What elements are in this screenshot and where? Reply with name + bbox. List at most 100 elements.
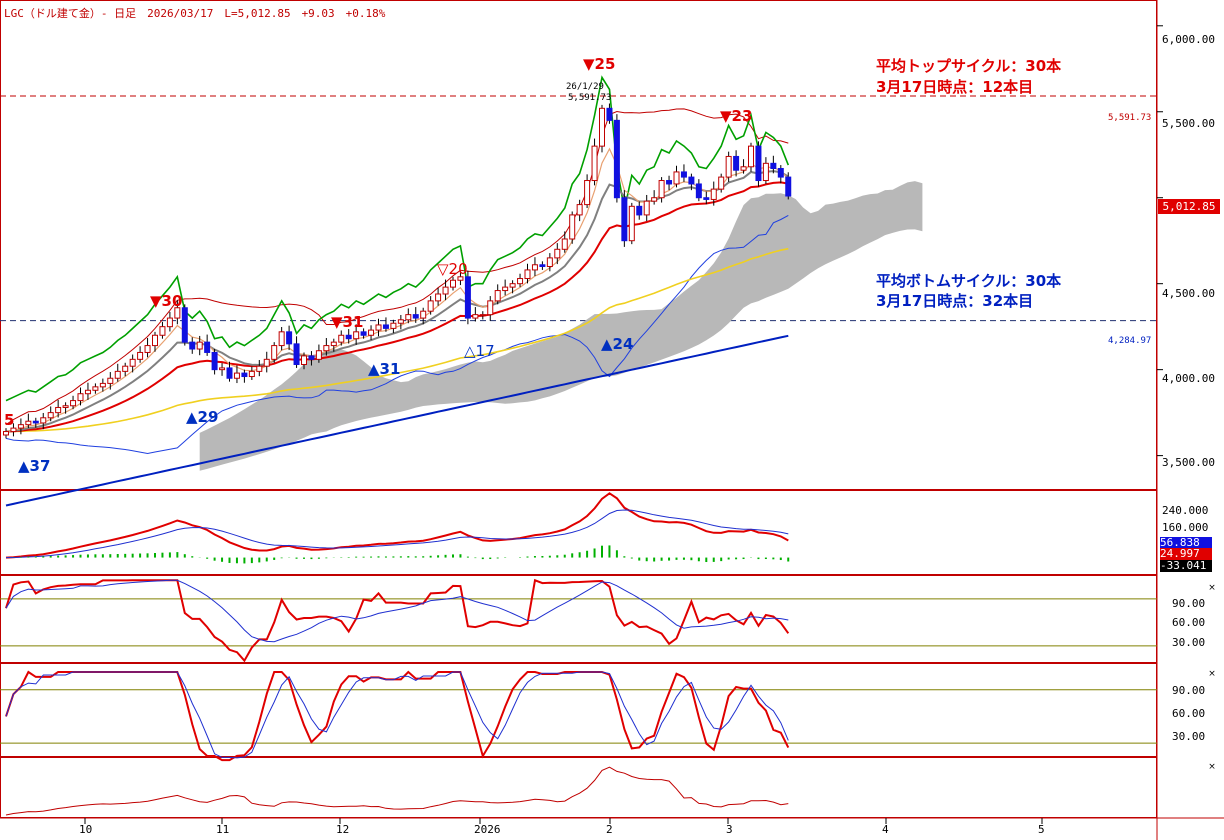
rsi-ma-line (5, 579, 789, 643)
moving-averages (5, 75, 790, 507)
macd-tick: 160.000 (1162, 521, 1209, 534)
candle-down (688, 176, 695, 185)
candle-up (584, 180, 591, 206)
price-tick-6000: 6,000.00 (1162, 33, 1215, 46)
histogram-value-badge: -33.041 (1160, 560, 1212, 572)
macd-value-badge: 56.838 (1160, 537, 1212, 549)
rsi-tick: 60.00 (1172, 616, 1206, 629)
candle-up (152, 334, 158, 347)
candle-up (658, 180, 665, 199)
panel-border (0, 575, 1157, 663)
close-icon[interactable]: × (1208, 669, 1216, 679)
stoch-k-line (5, 670, 790, 762)
cycle-bottom-line2: 3月17日時点：32本目 (876, 292, 1034, 310)
bollinger-bands (5, 108, 789, 455)
candle-up (718, 176, 725, 190)
candle-up (457, 276, 464, 281)
candle-down (226, 367, 233, 379)
candle-up (368, 329, 375, 336)
x-tick: 2 (606, 823, 613, 836)
candle-up (129, 358, 136, 367)
candle-up (315, 350, 322, 360)
x-tick: 12 (336, 823, 350, 836)
cycle-label: ▲24 (601, 335, 634, 353)
candle-up (70, 400, 77, 407)
cycle-label: ▼30 (150, 292, 183, 310)
candle-down (293, 343, 300, 365)
candle-up (524, 269, 531, 280)
candle-down (621, 197, 628, 242)
rsi-line (5, 578, 790, 663)
candle-up (554, 248, 561, 259)
close-icon[interactable]: × (1208, 583, 1216, 593)
candle-down (755, 145, 762, 182)
candle-down (680, 171, 687, 178)
panel-border (0, 490, 1157, 575)
candle-up (531, 264, 538, 271)
candle-up (427, 300, 434, 312)
candle-up (509, 283, 516, 288)
cycle-label: ▽20 (437, 260, 468, 278)
candle-down (211, 351, 218, 371)
candle-up (278, 331, 285, 347)
candle-down (770, 162, 777, 169)
candle-up (338, 334, 345, 343)
cycle-label: 5 (4, 411, 15, 429)
candle-up (479, 314, 486, 317)
candle-up (494, 290, 501, 302)
candle-up (673, 171, 680, 185)
candle-down (666, 180, 673, 185)
candle-up (196, 341, 203, 350)
candle-up (301, 355, 307, 365)
candle-up (40, 417, 47, 424)
stoch-d-line (5, 671, 789, 759)
candle-up (762, 162, 769, 182)
cycle-label: ▲29 (186, 408, 219, 426)
candle-up (442, 286, 449, 295)
x-tick: 3 (726, 823, 733, 836)
cloud-area (199, 181, 923, 471)
cycle-top-line1: 平均トップサイクル：30本 (876, 57, 1062, 75)
candle-up (576, 204, 583, 216)
stoch-tick: 90.00 (1172, 684, 1206, 697)
candle-up (375, 324, 382, 331)
x-tick: 4 (882, 823, 889, 836)
candle-down (345, 334, 352, 340)
candle-down (777, 167, 784, 178)
candle-up (166, 317, 173, 328)
candle-up (99, 382, 106, 388)
candle-up (591, 145, 598, 182)
sub-indicators (0, 492, 1157, 816)
candle-down (606, 107, 613, 121)
cycle-label: ▲31 (368, 360, 401, 378)
candle-up (144, 345, 151, 353)
candle-up (643, 200, 650, 216)
candle-up (114, 370, 121, 379)
candle-up (740, 166, 747, 171)
candle-down (308, 355, 315, 360)
candle-up (502, 286, 509, 292)
rsi-tick: 30.00 (1172, 636, 1206, 649)
close-icon[interactable]: × (1208, 762, 1216, 772)
candle-down (32, 420, 39, 424)
candle-up (725, 155, 732, 178)
x-tick: 10 (79, 823, 93, 836)
candle-down (204, 341, 211, 353)
candle-up (323, 345, 330, 352)
candle-up (599, 107, 605, 147)
stoch-tick: 30.00 (1172, 730, 1206, 743)
panel-border (0, 757, 1157, 818)
ma-fast-line (5, 147, 789, 433)
low-line-label: 4,284.97 (1108, 336, 1152, 346)
price-tick-3500: 3,500.00 (1162, 456, 1215, 469)
cycle-label: ▼25 (583, 55, 616, 73)
volatility-line (5, 766, 789, 816)
candle-down (464, 276, 471, 319)
current-price-badge: 5,012.85 (1158, 199, 1220, 214)
x-tick: 2026 (474, 823, 501, 836)
ichimoku-cloud (199, 181, 923, 471)
macd-tick: 240.000 (1162, 504, 1209, 517)
candle-down (539, 264, 546, 267)
candle-up (55, 406, 62, 414)
